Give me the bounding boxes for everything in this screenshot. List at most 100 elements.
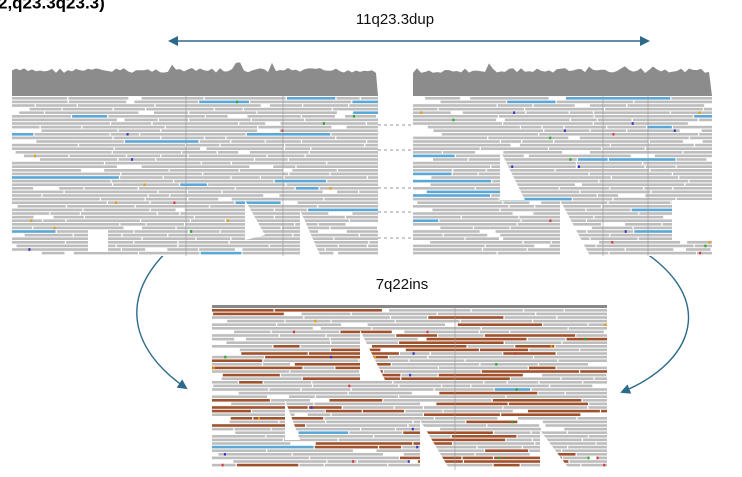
read [201, 252, 242, 255]
read [158, 212, 179, 215]
mismatch [258, 417, 260, 420]
read [12, 194, 42, 197]
read [434, 129, 544, 132]
mismatch [408, 460, 410, 463]
read [493, 399, 582, 402]
read [230, 241, 303, 244]
read [331, 338, 418, 341]
read [503, 122, 593, 125]
read [12, 144, 78, 147]
mismatch [569, 158, 571, 161]
mismatch [699, 252, 701, 255]
read [432, 209, 499, 212]
read [218, 453, 291, 456]
read [12, 165, 117, 168]
read [429, 356, 534, 359]
read [333, 108, 378, 111]
read [212, 395, 267, 398]
panel-top [212, 305, 607, 308]
read [518, 435, 588, 438]
read [212, 464, 236, 467]
read [232, 176, 260, 179]
read [213, 313, 284, 316]
read [556, 169, 650, 172]
mismatch [597, 457, 599, 460]
read [113, 151, 181, 154]
mismatch [416, 446, 418, 449]
read [263, 359, 358, 362]
read [286, 320, 331, 323]
read [529, 367, 556, 370]
read [308, 413, 331, 416]
read [500, 234, 609, 237]
read [413, 212, 513, 215]
mismatch [604, 323, 606, 326]
read [263, 363, 290, 366]
read [424, 406, 502, 409]
read [352, 388, 434, 391]
read [610, 252, 696, 255]
read [36, 140, 124, 143]
read [685, 183, 712, 186]
read [413, 147, 480, 150]
read [161, 137, 204, 140]
read [404, 331, 478, 334]
read [308, 209, 378, 212]
read [352, 212, 378, 215]
read [582, 183, 684, 186]
read [153, 122, 239, 125]
read [533, 212, 638, 215]
read [141, 219, 190, 222]
read [413, 111, 451, 114]
read [161, 129, 257, 132]
read [237, 464, 298, 467]
read [174, 180, 273, 183]
read [72, 115, 107, 118]
read [221, 144, 285, 147]
read [563, 457, 589, 460]
read [533, 320, 607, 323]
read [177, 227, 281, 230]
mismatch [293, 331, 295, 334]
read [232, 237, 302, 240]
read [302, 140, 366, 143]
read [564, 428, 607, 431]
read [511, 377, 560, 380]
mismatch [224, 356, 226, 359]
read [503, 201, 529, 204]
read [690, 180, 713, 183]
read [589, 323, 608, 326]
read [367, 140, 378, 143]
read [232, 162, 326, 165]
read [240, 349, 330, 352]
read [12, 209, 82, 212]
read [568, 431, 607, 434]
read [513, 191, 580, 194]
read [439, 367, 528, 370]
read [509, 403, 588, 406]
read [347, 230, 378, 233]
read [352, 101, 378, 104]
read [399, 385, 441, 388]
read [335, 367, 361, 370]
read [413, 198, 498, 201]
read [554, 140, 648, 143]
read [178, 245, 268, 248]
read [281, 374, 371, 377]
read [359, 191, 378, 194]
read [534, 356, 607, 359]
read [67, 205, 135, 208]
read [391, 316, 427, 319]
read [368, 176, 378, 179]
read [250, 151, 309, 154]
read [566, 392, 607, 395]
read [396, 428, 420, 431]
read [320, 187, 378, 190]
read [463, 457, 493, 460]
read [525, 108, 604, 111]
read [147, 223, 184, 226]
read [336, 137, 378, 140]
read [417, 201, 502, 204]
read [652, 191, 712, 194]
read [331, 349, 379, 352]
